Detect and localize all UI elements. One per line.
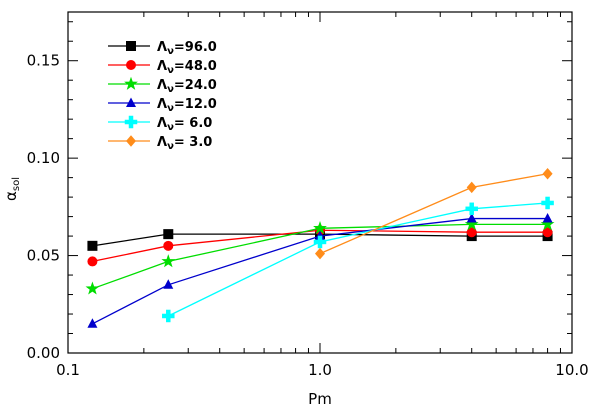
legend: Λν=96.0 Λν=48.0 Λν=24.0 Λν=12.0 Λν= 6.0 Λν= 3… [108,40,217,152]
legend-item: Λν=24.0 [108,76,217,95]
series-5 [315,167,553,260]
legend-item: Λν=48.0 [108,59,217,76]
data-point [315,247,325,260]
legend-marker [124,76,138,90]
legend-item: Λν=96.0 [108,40,217,57]
svg-text:αsol: αsol [2,177,22,201]
data-point [542,227,553,238]
y-tick-label: 0.00 [27,344,60,362]
legend-label: Λν= 6.0 [157,116,212,133]
y-axis-title: αsol [2,177,22,201]
y-tick-label: 0.15 [27,52,60,70]
legend-label: Λν=12.0 [157,97,217,114]
axis-ticks: 0.1 1.0 10.0 0.00 0.05 0.10 0.15 [27,12,589,379]
legend-marker [126,97,136,107]
legend-marker [126,135,136,147]
data-point [313,235,327,249]
legend-marker [126,60,136,70]
data-point [87,240,98,251]
legend-label: Λν= 3.0 [157,135,212,152]
legend-label: Λν=24.0 [157,78,217,95]
data-point [464,217,479,231]
data-point [161,254,176,268]
data-point [85,281,100,295]
data-point [540,217,555,231]
data-point [315,230,325,241]
legend-marker [124,115,138,129]
data-point [542,213,553,223]
data-point [313,221,327,235]
data-point [541,196,554,210]
x-tick-label: 1.0 [308,361,332,379]
plot-marks [85,167,555,328]
y-tick-label: 0.10 [27,149,60,167]
legend-label: Λν=48.0 [157,59,217,76]
data-point [466,227,477,238]
data-point [163,240,174,251]
data-point [87,318,98,328]
series-4 [162,196,554,323]
x-tick-label: 10.0 [555,361,588,379]
legend-marker [126,41,136,51]
data-point [87,256,98,267]
legend-item: Λν=12.0 [108,97,217,114]
y-axis-title-sub: sol [11,177,22,191]
legend-label: Λν=96.0 [157,40,217,57]
legend-item: Λν= 3.0 [108,135,212,152]
data-point [163,229,174,240]
data-point [466,181,477,194]
y-tick-label: 0.05 [27,247,60,265]
data-point [542,167,553,180]
x-axis-title: Pm [308,390,332,408]
series-line [167,202,548,317]
data-point [163,279,174,289]
data-point [465,202,478,216]
y-axis-title-main: α [2,191,20,201]
x-tick-label: 0.1 [56,361,80,379]
data-point [466,213,477,223]
series-2 [85,217,555,295]
data-point [162,309,175,323]
legend-item: Λν= 6.0 [108,115,212,133]
